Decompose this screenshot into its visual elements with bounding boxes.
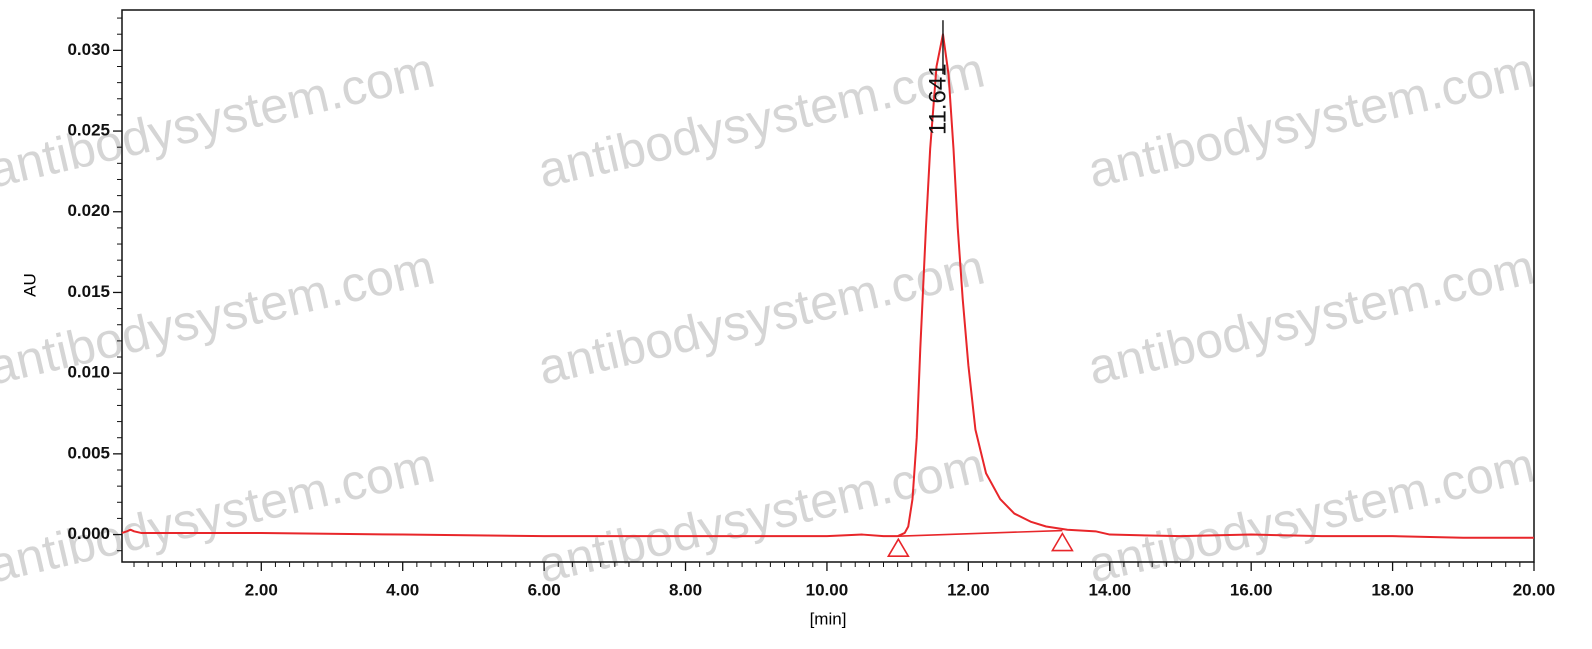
x-tick-label: 8.00 [669, 580, 702, 599]
watermark: antibodysystem.com [0, 41, 440, 198]
integration-marker [886, 537, 910, 557]
watermark: antibodysystem.com [1083, 436, 1540, 593]
x-axis-label: [min] [810, 609, 847, 628]
x-tick-label: 4.00 [386, 580, 419, 599]
watermarks: antibodysystem.com antibodysystem.com an… [0, 41, 1540, 593]
x-tick-label: 14.00 [1088, 580, 1131, 599]
plot-frame [121, 9, 1535, 563]
y-tick-label: 0.030 [67, 40, 110, 59]
x-tick-label: 10.00 [806, 580, 849, 599]
integration-baseline [898, 529, 1063, 537]
watermark: antibodysystem.com [533, 41, 990, 198]
x-tick-label: 2.00 [245, 580, 278, 599]
watermark: antibodysystem.com [1083, 238, 1540, 395]
trace-line [121, 33, 1534, 539]
x-tick-label: 16.00 [1230, 580, 1273, 599]
y-tick-label: 0.015 [67, 282, 110, 301]
y-tick-label: 0.005 [67, 443, 110, 462]
x-tick-label: 12.00 [947, 580, 990, 599]
integration-marker [1050, 531, 1074, 552]
x-tick-label: 6.00 [528, 580, 561, 599]
y-axis-label: AU [20, 273, 39, 297]
x-tick-label: 18.00 [1371, 580, 1414, 599]
watermark: antibodysystem.com [0, 238, 440, 395]
y-tick-label: 0.025 [67, 121, 110, 140]
watermark: antibodysystem.com [0, 436, 440, 593]
watermark: antibodysystem.com [1083, 41, 1540, 198]
y-tick-label: 0.000 [67, 524, 110, 543]
x-tick-label: 20.00 [1513, 580, 1556, 599]
y-tick-label: 0.010 [67, 363, 110, 382]
peak-label: 11.641 [924, 63, 951, 135]
y-tick-label: 0.020 [67, 201, 110, 220]
watermark: antibodysystem.com [533, 436, 990, 593]
